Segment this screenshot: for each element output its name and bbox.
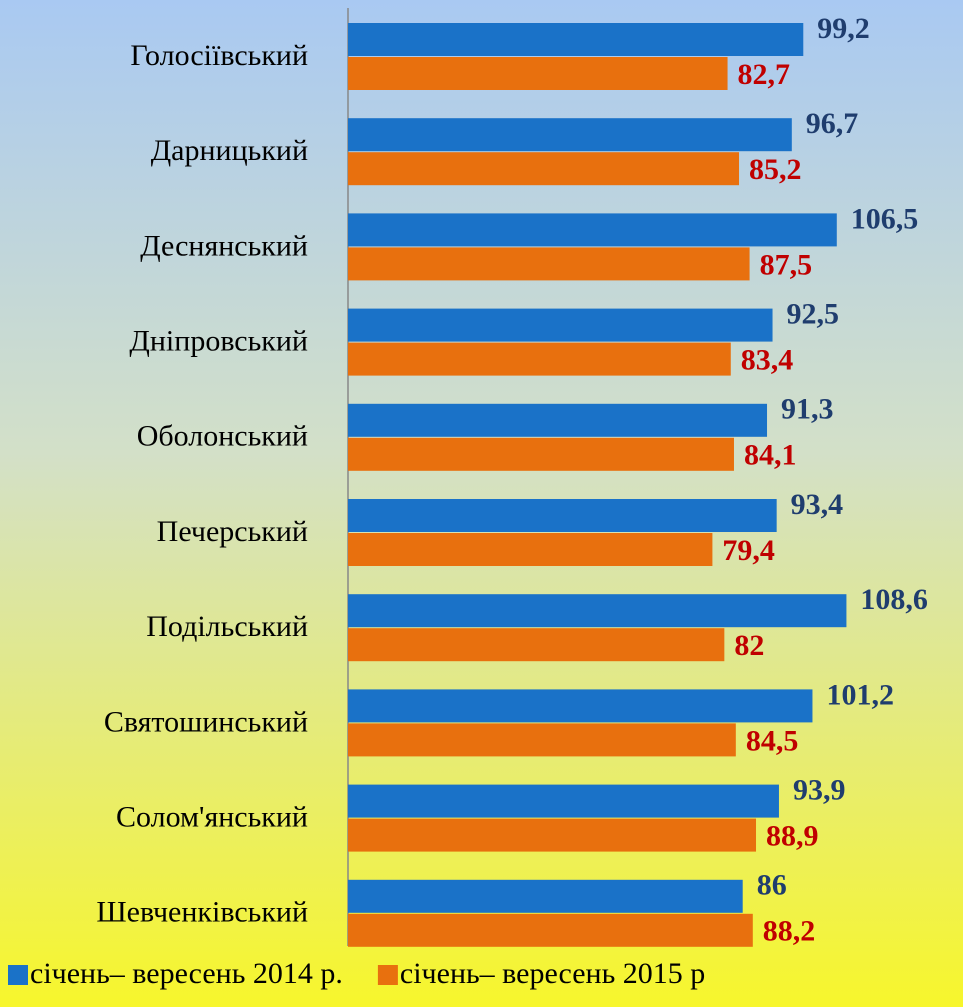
- category-label: Печерський: [157, 515, 308, 548]
- bar: [348, 879, 743, 913]
- value-label: 101,2: [826, 678, 894, 711]
- bar: [348, 533, 713, 566]
- category-label: Святошинський: [104, 705, 308, 738]
- value-label: 86: [757, 869, 787, 902]
- bar: [348, 594, 847, 628]
- bar: [348, 247, 750, 281]
- category-label: Дніпровський: [129, 324, 308, 357]
- bar: [348, 784, 779, 818]
- value-label: 91,3: [781, 393, 834, 426]
- legend-label: січень– вересень 2015 р: [400, 957, 705, 990]
- value-label: 82: [734, 629, 764, 662]
- bar: [348, 628, 725, 662]
- bar: [348, 308, 773, 342]
- value-label: 93,4: [791, 488, 844, 521]
- bar: [348, 152, 740, 186]
- value-label: 93,9: [793, 773, 846, 806]
- value-label: 79,4: [722, 534, 775, 567]
- value-label: 88,2: [763, 915, 816, 948]
- value-label: 96,7: [806, 107, 859, 140]
- value-label: 82,7: [738, 58, 791, 91]
- value-label: 83,4: [741, 343, 794, 376]
- category-label: Деснянський: [140, 229, 308, 262]
- bar: [348, 23, 804, 56]
- category-label: Шевченківський: [96, 896, 308, 929]
- value-label: 85,2: [749, 153, 802, 186]
- value-label: 84,1: [744, 439, 797, 472]
- category-label: Солом'янський: [116, 800, 308, 833]
- legend-label: січень– вересень 2014 р.: [30, 957, 343, 990]
- category-label: Оболонський: [137, 420, 308, 453]
- bar: [348, 913, 753, 947]
- value-label: 99,2: [817, 12, 870, 45]
- category-label: Подільський: [146, 610, 308, 643]
- value-label: 84,5: [746, 724, 799, 757]
- bar: [348, 342, 731, 376]
- bar: [348, 499, 777, 532]
- category-label: Дарницький: [151, 134, 308, 167]
- bar: [348, 118, 792, 152]
- value-label: 92,5: [787, 297, 840, 330]
- category-label: Голосіївський: [130, 39, 308, 72]
- bar: [348, 403, 768, 437]
- bar: [348, 723, 736, 757]
- value-label: 87,5: [760, 248, 813, 281]
- value-label: 88,9: [766, 819, 819, 852]
- legend-swatch: [8, 965, 28, 985]
- bar: [348, 437, 734, 471]
- bar: [348, 57, 728, 90]
- bar: [348, 818, 757, 852]
- legend-swatch: [377, 965, 398, 985]
- value-label: 108,6: [860, 583, 928, 616]
- bar: [348, 213, 837, 247]
- bar: [348, 689, 813, 723]
- value-label: 106,5: [851, 202, 919, 235]
